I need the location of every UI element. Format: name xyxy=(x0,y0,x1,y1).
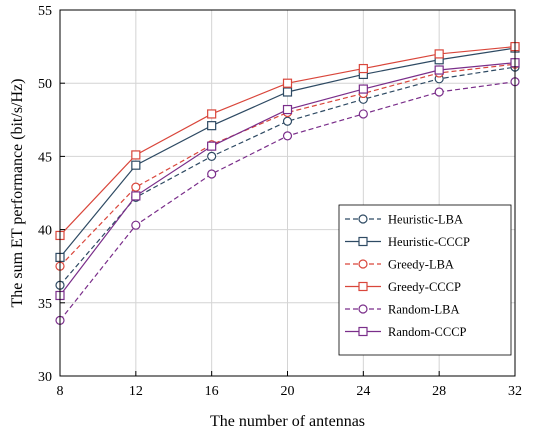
legend-item: Random-LBA xyxy=(345,303,460,317)
legend-label: Heuristic-LBA xyxy=(388,213,463,227)
data-point-heuristic-lba xyxy=(282,116,293,126)
axis-ticks: 8 12 16 20 24 28 32 30 35 40 45 50 55 xyxy=(38,4,522,399)
legend-label: Greedy-LBA xyxy=(388,258,454,272)
data-point-heuristic-cccp xyxy=(131,160,141,170)
y-tick-label: 35 xyxy=(38,297,52,312)
y-tick-label: 45 xyxy=(38,150,52,165)
legend-item: Heuristic-LBA xyxy=(345,213,463,227)
y-tick-label: 50 xyxy=(38,77,52,92)
data-point-greedy-cccp xyxy=(434,49,444,59)
data-point-greedy-cccp xyxy=(207,109,217,119)
data-point-heuristic-cccp xyxy=(282,87,293,97)
legend: Heuristic-LBA Heuristic-CCCP Greedy-LBA Gre… xyxy=(338,204,512,356)
x-tick-label: 20 xyxy=(281,384,295,399)
data-point-random-lba xyxy=(282,131,293,141)
legend-item: Greedy-LBA xyxy=(345,258,454,272)
legend-box xyxy=(338,204,512,356)
legend-label: Random-LBA xyxy=(388,303,460,317)
legend-label: Heuristic-CCCP xyxy=(388,235,470,249)
x-tick-label: 16 xyxy=(205,384,219,399)
legend-label: Greedy-CCCP xyxy=(388,280,461,294)
x-tick-label: 8 xyxy=(57,384,64,399)
legend-item: Random-CCCP xyxy=(345,325,467,339)
y-tick-label: 40 xyxy=(38,224,52,239)
data-point-random-cccp xyxy=(434,65,444,75)
legend-marker xyxy=(358,304,368,314)
legend-marker xyxy=(358,326,368,337)
data-point-random-lba xyxy=(434,87,444,97)
legend-marker xyxy=(358,259,368,269)
legend-marker xyxy=(358,236,368,247)
y-tick-label: 55 xyxy=(38,4,52,19)
data-point-random-lba xyxy=(131,220,141,230)
x-tick-label: 24 xyxy=(356,384,370,399)
legend-label: Random-CCCP xyxy=(388,325,467,339)
legend-item: Heuristic-CCCP xyxy=(345,235,470,249)
data-point-greedy-cccp xyxy=(358,63,368,74)
data-point-greedy-cccp xyxy=(282,78,293,88)
data-point-greedy-cccp xyxy=(131,150,141,160)
y-tick-label: 30 xyxy=(38,370,52,385)
data-point-heuristic-lba xyxy=(207,151,217,161)
x-tick-label: 12 xyxy=(129,384,143,399)
x-tick-label: 32 xyxy=(508,384,522,399)
data-point-random-cccp xyxy=(358,84,368,94)
data-point-random-cccp xyxy=(207,141,217,151)
data-point-random-lba xyxy=(207,169,217,179)
y-axis-label: The sum ET performance (bit/s/Hz) xyxy=(9,79,26,308)
legend-item: Greedy-CCCP xyxy=(345,280,461,294)
series-group xyxy=(55,41,520,325)
data-point-heuristic-cccp xyxy=(207,121,217,131)
data-point-random-lba xyxy=(358,109,368,119)
series-random-lba xyxy=(55,77,520,325)
x-tick-label: 28 xyxy=(432,384,446,399)
data-point-random-cccp xyxy=(131,191,141,201)
legend-marker xyxy=(358,281,368,292)
x-axis-label: The number of antennas xyxy=(210,413,365,430)
data-point-random-cccp xyxy=(282,104,293,115)
data-point-greedy-lba xyxy=(131,182,141,192)
legend-marker xyxy=(358,214,368,224)
